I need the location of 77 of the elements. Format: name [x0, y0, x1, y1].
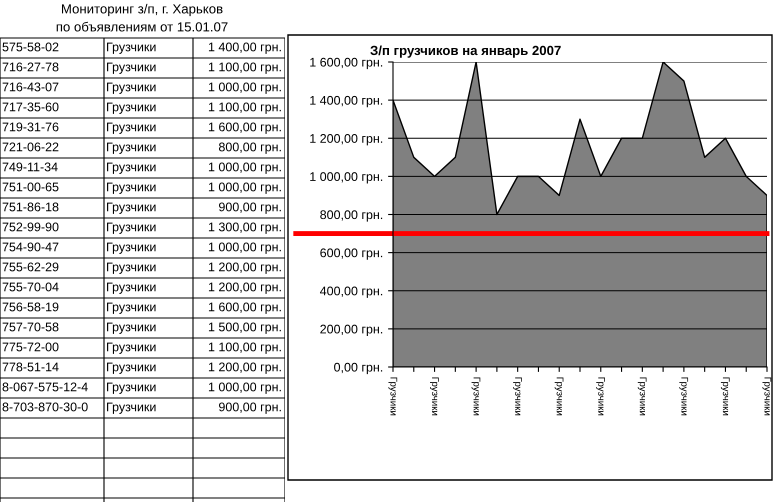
- text: 775-72-00: [2, 342, 58, 352]
- text: 8-067-575-12-4: [2, 382, 88, 392]
- text: 778-51-14: [2, 362, 59, 372]
- text: 1 000,00 грн.: [208, 382, 281, 394]
- text: 1 100,00 грн.: [208, 342, 281, 354]
- text: Грузчики: [107, 42, 156, 54]
- text: 800,00 грн.: [218, 142, 281, 154]
- text: 754-90-47: [2, 242, 58, 252]
- text: 755-70-04: [2, 282, 59, 292]
- text: Грузчики: [107, 122, 156, 134]
- x-tick-label: Грузчики: [472, 378, 480, 416]
- text: 1 200,00 грн.: [208, 282, 281, 294]
- text: 1 600,00 грн.: [208, 302, 281, 314]
- x-tick-label: Грузчики: [513, 378, 522, 416]
- y-tick-label: 200,00 грн.: [320, 324, 382, 336]
- text: 1 200,00 грн.: [208, 362, 281, 374]
- text: 749-11-34: [2, 162, 58, 172]
- text: 751-00-65: [2, 182, 58, 192]
- text: Грузчики: [107, 162, 156, 174]
- text: 1 000,00 грн.: [208, 82, 281, 94]
- y-tick-label: 0,00 грн.: [334, 362, 382, 374]
- text: 755-62-29: [2, 262, 58, 272]
- text: Грузчики: [107, 102, 156, 114]
- text: 1 100,00 грн.: [208, 102, 281, 114]
- text: 1 400,00 грн.: [208, 42, 281, 54]
- text: 1 000,00 грн.: [208, 182, 281, 194]
- text: Грузчики: [107, 322, 156, 334]
- text: 716-43-07: [2, 82, 58, 92]
- text: Грузчики: [107, 242, 156, 254]
- text: 717-35-60: [2, 102, 58, 112]
- text: 1 500,00 грн.: [208, 322, 281, 334]
- text: 757-70-58: [2, 322, 58, 332]
- text: 752-99-90: [2, 222, 58, 232]
- text: Грузчики: [107, 202, 156, 214]
- text: Грузчики: [107, 62, 156, 74]
- text: 1 100,00 грн.: [208, 62, 281, 74]
- x-tick-label: Грузчики: [388, 378, 398, 416]
- text: Грузчики: [107, 142, 156, 154]
- text: 1 000,00 грн.: [208, 242, 281, 254]
- text: Грузчики: [107, 342, 156, 354]
- x-tick-label: Грузчики: [679, 378, 688, 416]
- text: 8-703-870-30-0: [2, 402, 88, 412]
- text: 716-27-78: [2, 62, 58, 72]
- text: 751-86-18: [2, 202, 58, 212]
- y-tick-label: 1 400,00 грн.: [310, 96, 382, 108]
- x-tick-label: Грузчики: [720, 378, 730, 416]
- text: 575-58-02: [2, 42, 58, 52]
- text: 1 000,00 грн.: [208, 162, 281, 174]
- y-tick-label: 1 200,00 грн.: [310, 134, 382, 146]
- text: 756-58-19: [2, 302, 58, 312]
- text: Грузчики: [107, 182, 156, 194]
- x-tick-label: Грузчики: [762, 378, 772, 416]
- x-tick-label: Грузчики: [554, 378, 564, 416]
- y-tick-label: 800,00 грн.: [320, 210, 382, 222]
- text: 1 600,00 грн.: [208, 122, 281, 134]
- text: 900,00 грн.: [219, 202, 281, 214]
- text: Грузчики: [107, 262, 156, 274]
- text: 1 300,00 грн.: [208, 222, 281, 234]
- chart-title: З/п грузчиков на январь 2007: [370, 45, 561, 58]
- text: 900,00 грн.: [219, 402, 281, 414]
- text: Грузчики: [107, 362, 156, 374]
- y-tick-label: 1 000,00 грн.: [310, 172, 382, 184]
- text: 719-31-76: [2, 122, 58, 132]
- y-tick-label: 1 600,00 грн.: [310, 58, 382, 70]
- y-tick-label: 400,00 грн.: [320, 286, 382, 298]
- text: 721-06-22: [2, 142, 58, 152]
- x-tick-label: Грузчики: [596, 378, 605, 416]
- text: Грузчики: [107, 222, 156, 234]
- text: Грузчики: [107, 302, 156, 314]
- text: Грузчики: [107, 282, 156, 294]
- y-tick-label: 600,00 грн.: [320, 248, 382, 260]
- text: по объявлениям от 15.01.07: [56, 22, 228, 32]
- text: Мониторинг з/п, г. Харьков: [62, 4, 223, 16]
- text: 1 200,00 грн.: [208, 262, 281, 274]
- text: Грузчики: [107, 82, 156, 94]
- x-tick-label: Грузчики: [638, 378, 647, 416]
- x-tick-label: Грузчики: [430, 378, 439, 416]
